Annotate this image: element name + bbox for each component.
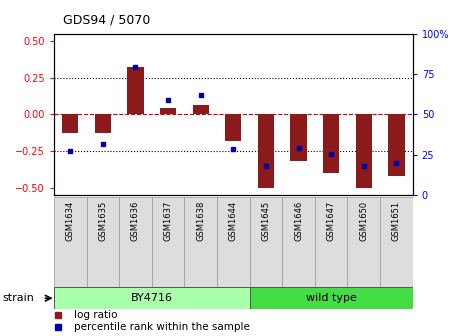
Text: GSM1645: GSM1645: [261, 201, 271, 241]
Text: GSM1651: GSM1651: [392, 201, 401, 241]
Bar: [356, 114, 372, 187]
Bar: [380, 197, 413, 287]
Bar: [388, 114, 405, 176]
Bar: [184, 197, 217, 287]
Text: GDS94 / 5070: GDS94 / 5070: [63, 14, 151, 27]
Bar: [54, 197, 87, 287]
Text: GSM1637: GSM1637: [164, 201, 173, 242]
Text: log ratio: log ratio: [74, 310, 117, 320]
Text: wild type: wild type: [306, 293, 356, 303]
Bar: [250, 287, 413, 309]
Text: GSM1646: GSM1646: [294, 201, 303, 241]
Bar: [315, 197, 348, 287]
Text: percentile rank within the sample: percentile rank within the sample: [74, 322, 250, 332]
Bar: [119, 197, 152, 287]
Bar: [250, 197, 282, 287]
Text: GSM1644: GSM1644: [229, 201, 238, 241]
Text: GSM1647: GSM1647: [327, 201, 336, 241]
Bar: [62, 114, 78, 133]
Bar: [258, 114, 274, 187]
Text: GSM1636: GSM1636: [131, 201, 140, 242]
Bar: [95, 114, 111, 133]
Bar: [127, 67, 144, 114]
Text: BY4716: BY4716: [131, 293, 173, 303]
Bar: [225, 114, 242, 141]
Bar: [160, 109, 176, 114]
Text: strain: strain: [2, 293, 34, 303]
Text: GSM1638: GSM1638: [196, 201, 205, 242]
Text: GSM1635: GSM1635: [98, 201, 107, 241]
Bar: [290, 114, 307, 161]
Bar: [323, 114, 340, 173]
Bar: [217, 197, 250, 287]
Text: GSM1634: GSM1634: [66, 201, 75, 241]
Bar: [152, 197, 184, 287]
Bar: [87, 197, 119, 287]
Bar: [54, 287, 250, 309]
Bar: [282, 197, 315, 287]
Bar: [348, 197, 380, 287]
Bar: [193, 106, 209, 114]
Text: GSM1650: GSM1650: [359, 201, 368, 241]
